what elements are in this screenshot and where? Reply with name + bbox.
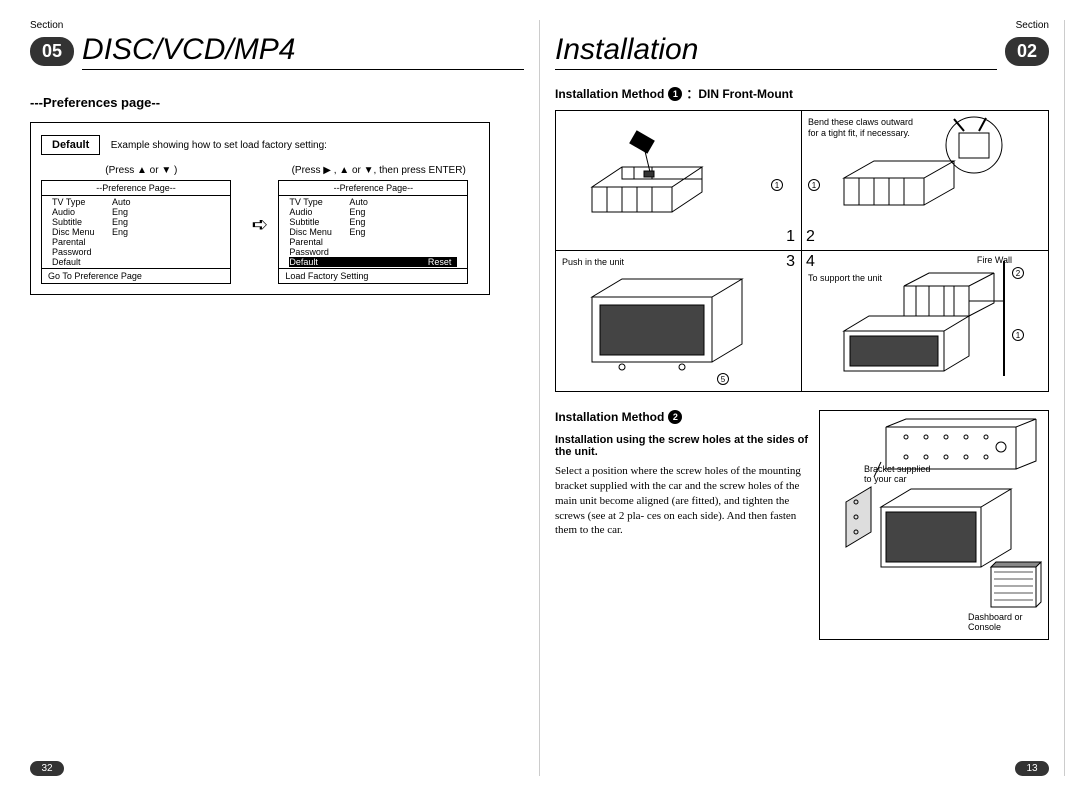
page-num-right: 13	[1015, 761, 1049, 776]
preferences-heading: ---Preferences page--	[30, 95, 524, 110]
osd-row: Parental	[289, 237, 457, 247]
osd-row: SubtitleEng	[52, 217, 220, 227]
press-hint-right: (Press ▶ , ▲ or ▼, then press ENTER)	[278, 165, 479, 176]
cellnum-2: 2	[806, 228, 815, 246]
inst2-label: Installation Method	[555, 410, 664, 424]
inst1-heading: Installation Method 1 ：DIN Front-Mount	[555, 85, 1049, 102]
header-title-left: DISC/VCD/MP4	[82, 33, 524, 70]
osd-foot-left: Go To Preference Page	[42, 268, 230, 283]
inst2-num-icon: 2	[668, 410, 682, 424]
header-row-right: 02 Installation	[555, 33, 1049, 70]
inst1-suffix: ：DIN Front-Mount	[686, 85, 793, 102]
diagram-grid: 1 1 Bend these claws outward for a tight…	[555, 110, 1049, 392]
callout-1a: 1	[771, 179, 783, 191]
osd-row: AudioEng	[52, 207, 220, 217]
section-badge-left: 05	[30, 37, 74, 66]
osd-foot-right: Load Factory Setting	[279, 268, 467, 283]
sleeve-diagram-1	[562, 117, 742, 227]
cell-1: 1 1	[556, 111, 802, 251]
default-label: Default	[41, 135, 100, 155]
osd-row: SubtitleEng	[289, 217, 457, 227]
inst2-body: Select a position where the screw holes …	[555, 464, 809, 538]
cellnum-3: 3	[786, 253, 795, 271]
cellnum-1: 1	[786, 228, 795, 246]
inst2-heading: Installation Method 2	[555, 410, 809, 424]
support-diagram	[804, 261, 1024, 381]
osd-panel-left: --Preference Page-- TV TypeAutoAudioEngS…	[41, 180, 231, 284]
cell3-text: Push in the unit	[562, 257, 795, 267]
osd-row: TV TypeAuto	[52, 197, 220, 207]
osd-row: TV TypeAuto	[289, 197, 457, 207]
osd-title-right: --Preference Page--	[279, 181, 467, 196]
osd-panel-right: --Preference Page-- TV TypeAutoAudioEngS…	[278, 180, 468, 284]
section-badge-right: 02	[1005, 37, 1049, 66]
osd-body-left: TV TypeAutoAudioEngSubtitleEngDisc MenuE…	[42, 196, 230, 268]
preferences-box: Default Example showing how to set load …	[30, 122, 490, 295]
osd-body-right: TV TypeAutoAudioEngSubtitleEngDisc MenuE…	[279, 196, 467, 268]
callout-1b: 1	[808, 179, 820, 191]
inst2-row: Installation Method 2 Installation using…	[555, 410, 1049, 640]
right-page: Section 02 Installation Installation Met…	[540, 20, 1065, 776]
callout-2: 2	[1012, 267, 1024, 279]
panels-row: (Press ▲ or ▼ ) --Preference Page-- TV T…	[41, 165, 479, 284]
inst2-bold: Installation using the screw holes at th…	[555, 434, 809, 458]
bracket-label: Bracket supplied to your car	[864, 465, 934, 485]
osd-row: Password	[52, 247, 220, 257]
inst1-label: Installation Method	[555, 87, 664, 101]
section-label-left: Section	[30, 20, 524, 31]
header-row-left: 05 DISC/VCD/MP4	[30, 33, 524, 70]
default-row: Default Example showing how to set load …	[41, 135, 479, 155]
header-title-right: Installation	[555, 33, 997, 70]
osd-row: Disc MenuEng	[289, 227, 457, 237]
claw-diagram	[804, 113, 1014, 218]
left-page: Section 05 DISC/VCD/MP4 ---Preferences p…	[15, 20, 540, 776]
example-text: Example showing how to set load factory …	[111, 140, 327, 151]
callout-1c: 1	[1012, 329, 1024, 341]
panel-left-wrap: (Press ▲ or ▼ ) --Preference Page-- TV T…	[41, 165, 242, 284]
osd-row: AudioEng	[289, 207, 457, 217]
console-label: Dashboard or Console	[968, 613, 1038, 633]
osd-row: Parental	[52, 237, 220, 247]
bracket-diagram	[826, 417, 1042, 633]
osd-row: Password	[289, 247, 457, 257]
press-hint-left: (Press ▲ or ▼ )	[41, 165, 242, 176]
inst2-text: Installation Method 2 Installation using…	[555, 410, 809, 640]
panel-right-wrap: (Press ▶ , ▲ or ▼, then press ENTER) --P…	[278, 165, 479, 284]
inst1-num-icon: 1	[668, 87, 682, 101]
section-label-right: Section	[555, 20, 1049, 31]
callout-5: 5	[717, 373, 729, 385]
inst2-diagram-box: Bracket supplied to your car Dashboard o…	[819, 410, 1049, 640]
cell-2: Bend these claws outward for a tight fit…	[802, 111, 1048, 251]
arrow-icon: ➪	[250, 212, 271, 237]
cell-3: Push in the unit 5 3	[556, 251, 802, 391]
osd-title-left: --Preference Page--	[42, 181, 230, 196]
osd-row: DefaultReset	[289, 257, 457, 267]
cell-4: 4 Fire Wall To support the unit	[802, 251, 1048, 391]
page-num-left: 32	[30, 761, 64, 776]
push-unit-diagram	[562, 267, 762, 382]
osd-row: Default	[52, 257, 220, 267]
osd-row: Disc MenuEng	[52, 227, 220, 237]
